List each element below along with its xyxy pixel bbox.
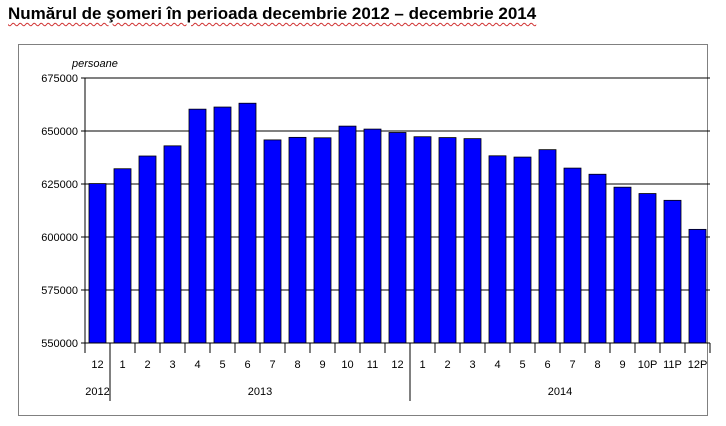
y-tick-label: 625000: [41, 179, 78, 191]
bar: [363, 128, 382, 344]
x-tick-label: 2: [444, 359, 450, 371]
year-label: 2012: [85, 386, 109, 398]
bar: [463, 138, 482, 344]
x-tick-label: 10P: [638, 359, 658, 371]
bar: [413, 136, 432, 344]
bar: [663, 199, 682, 344]
bar: [338, 125, 357, 344]
bar: [438, 137, 457, 344]
x-tick-label: 12: [391, 359, 403, 371]
bar: [513, 156, 532, 344]
x-tick-label: 7: [569, 359, 575, 371]
x-tick-label: 12P: [688, 359, 708, 371]
x-tick-label: 1: [119, 359, 125, 371]
x-tick-label: 6: [544, 359, 550, 371]
bar: [238, 102, 257, 344]
bar: [288, 136, 307, 344]
bar: [163, 145, 182, 344]
x-tick-label: 6: [244, 359, 250, 371]
bar: [613, 186, 632, 344]
bar: [188, 108, 207, 344]
y-tick-label: 675000: [41, 73, 78, 85]
x-tick-label: 12: [91, 359, 103, 371]
bar: [213, 106, 232, 344]
x-tick-label: 4: [194, 359, 200, 371]
x-tick-label: 10: [341, 359, 353, 371]
year-label: 2014: [548, 386, 572, 398]
x-tick-label: 3: [469, 359, 475, 371]
bar: [488, 155, 507, 344]
y-tick-label: 575000: [41, 285, 78, 297]
y-axis-label: persoane: [71, 58, 118, 70]
x-tick-label: 5: [219, 359, 225, 371]
x-tick-label: 7: [269, 359, 275, 371]
year-label: 2013: [248, 386, 272, 398]
x-tick-label: 2: [144, 359, 150, 371]
bar: [113, 168, 132, 344]
y-tick-label: 550000: [41, 338, 78, 350]
bar: [263, 139, 282, 344]
y-tick-label: 650000: [41, 126, 78, 138]
bar: [563, 167, 582, 344]
x-tick-label: 9: [619, 359, 625, 371]
bar: [638, 193, 657, 344]
x-tick-label: 8: [294, 359, 300, 371]
bar: [688, 228, 707, 344]
x-tick-label: 11: [367, 359, 378, 371]
x-tick-label: 4: [494, 359, 500, 371]
bar: [313, 137, 332, 344]
x-tick-label: 11P: [663, 359, 682, 371]
bar: [388, 132, 407, 344]
x-tick-label: 5: [519, 359, 525, 371]
bar: [88, 183, 107, 344]
bar: [588, 173, 607, 344]
x-tick-label: 3: [169, 359, 175, 371]
bar: [138, 155, 157, 344]
x-tick-label: 9: [319, 359, 325, 371]
x-tick-label: 8: [594, 359, 600, 371]
chart-title: Numărul de şomeri în perioada decembrie …: [8, 4, 537, 23]
bar: [538, 149, 557, 344]
x-tick-label: 1: [419, 359, 425, 371]
y-tick-label: 600000: [41, 232, 78, 244]
chart-frame: [18, 44, 708, 416]
